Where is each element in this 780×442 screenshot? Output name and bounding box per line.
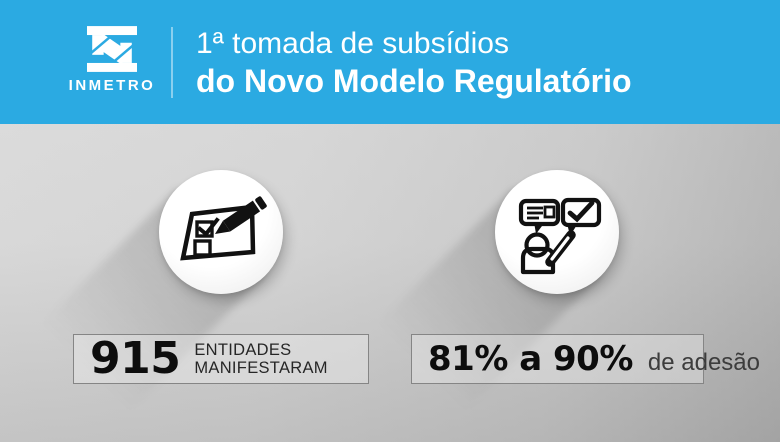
title-line-1: 1ª tomada de subsídios <box>196 27 509 60</box>
right-stat-box: 81% a 90% de adesão <box>411 334 760 384</box>
person-speech-bubbles-check-icon <box>518 197 602 275</box>
right-stat-label: de adesão <box>647 348 760 376</box>
left-stat-label-line1: ENTIDADES <box>194 340 292 359</box>
left-stat-label-line2: MANIFESTARAM <box>194 359 328 377</box>
right-stat-circle <box>495 170 619 294</box>
title-line-2: do Novo Modelo Regulatório <box>196 63 632 99</box>
inmetro-logo: INMETRO <box>58 26 166 93</box>
left-stat-label: ENTIDADES MANIFESTARAM <box>194 341 327 378</box>
inmetro-logo-icon <box>87 26 137 72</box>
right-stat-row: 81% a 90% de adesão <box>428 342 760 377</box>
inmetro-wordmark: INMETRO <box>68 77 156 94</box>
header-banner: INMETRO 1ª tomada de subsídios do Novo M… <box>0 0 780 124</box>
page-title: 1ª tomada de subsídios do Novo Modelo Re… <box>196 25 632 101</box>
ballot-checklist-pencil-icon <box>180 196 267 261</box>
left-stat-circle <box>159 170 283 294</box>
left-stat-value: 915 <box>90 333 181 384</box>
header-divider <box>171 27 173 98</box>
right-stat-value: 81% a 90% <box>428 338 633 379</box>
left-stat-box: 915 ENTIDADES MANIFESTARAM <box>73 334 369 384</box>
